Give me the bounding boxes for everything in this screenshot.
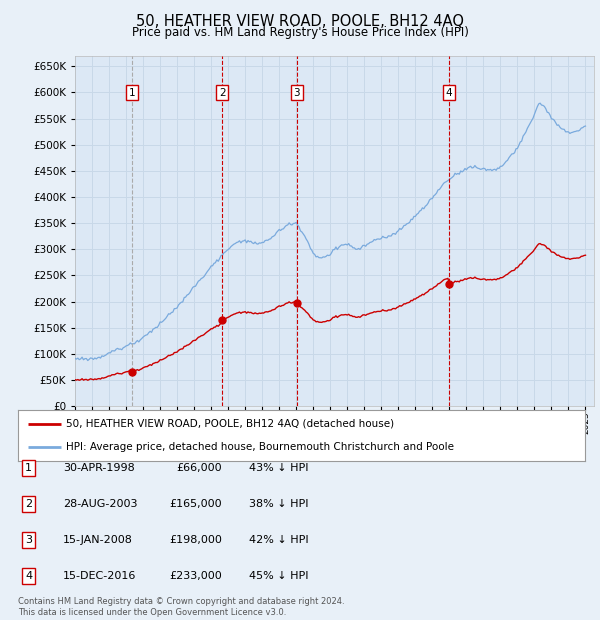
Text: 1: 1 (128, 87, 135, 97)
Text: 4: 4 (445, 87, 452, 97)
Text: £66,000: £66,000 (176, 463, 222, 473)
Text: 3: 3 (293, 87, 300, 97)
Text: 1: 1 (25, 463, 32, 473)
Text: 38% ↓ HPI: 38% ↓ HPI (249, 499, 308, 509)
Text: 42% ↓ HPI: 42% ↓ HPI (249, 535, 308, 545)
Text: 15-JAN-2008: 15-JAN-2008 (63, 535, 133, 545)
Text: £233,000: £233,000 (169, 571, 222, 581)
Text: 2: 2 (219, 87, 226, 97)
Text: 2: 2 (25, 499, 32, 509)
Text: HPI: Average price, detached house, Bournemouth Christchurch and Poole: HPI: Average price, detached house, Bour… (66, 442, 454, 452)
Text: 50, HEATHER VIEW ROAD, POOLE, BH12 4AQ (detached house): 50, HEATHER VIEW ROAD, POOLE, BH12 4AQ (… (66, 418, 394, 428)
Text: 28-AUG-2003: 28-AUG-2003 (63, 499, 137, 509)
Text: 15-DEC-2016: 15-DEC-2016 (63, 571, 136, 581)
Text: 3: 3 (25, 535, 32, 545)
Text: £198,000: £198,000 (169, 535, 222, 545)
Text: 4: 4 (25, 571, 32, 581)
Text: 43% ↓ HPI: 43% ↓ HPI (249, 463, 308, 473)
Text: 50, HEATHER VIEW ROAD, POOLE, BH12 4AQ: 50, HEATHER VIEW ROAD, POOLE, BH12 4AQ (136, 14, 464, 29)
Text: Contains HM Land Registry data © Crown copyright and database right 2024.
This d: Contains HM Land Registry data © Crown c… (18, 598, 344, 617)
Text: 45% ↓ HPI: 45% ↓ HPI (249, 571, 308, 581)
Text: £165,000: £165,000 (169, 499, 222, 509)
Text: 30-APR-1998: 30-APR-1998 (63, 463, 135, 473)
Text: Price paid vs. HM Land Registry's House Price Index (HPI): Price paid vs. HM Land Registry's House … (131, 26, 469, 39)
